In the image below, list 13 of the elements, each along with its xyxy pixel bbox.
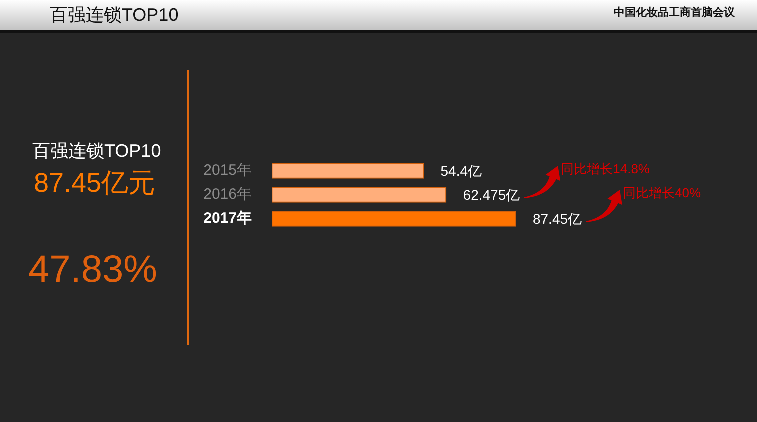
text: 百强连锁TOP10: [32, 140, 162, 162]
data-label: 62.475亿: [463, 186, 520, 203]
y-tick-label: 2015年: [204, 162, 252, 180]
y-tick-label: 2016年: [204, 186, 252, 204]
text: 百强连锁TOP10: [50, 4, 179, 26]
data-label: 87.45亿: [532, 210, 582, 227]
text: 同比增长14.8%: [561, 162, 650, 177]
text: 87.45亿元: [34, 167, 156, 199]
text: 中国化妆品工商首脑会议: [614, 7, 735, 20]
text: 同比增长40%: [623, 186, 702, 201]
y-tick-label: 2017年: [204, 210, 252, 228]
text: 47.83%: [28, 248, 158, 293]
data-label: 54.4亿: [440, 162, 482, 179]
